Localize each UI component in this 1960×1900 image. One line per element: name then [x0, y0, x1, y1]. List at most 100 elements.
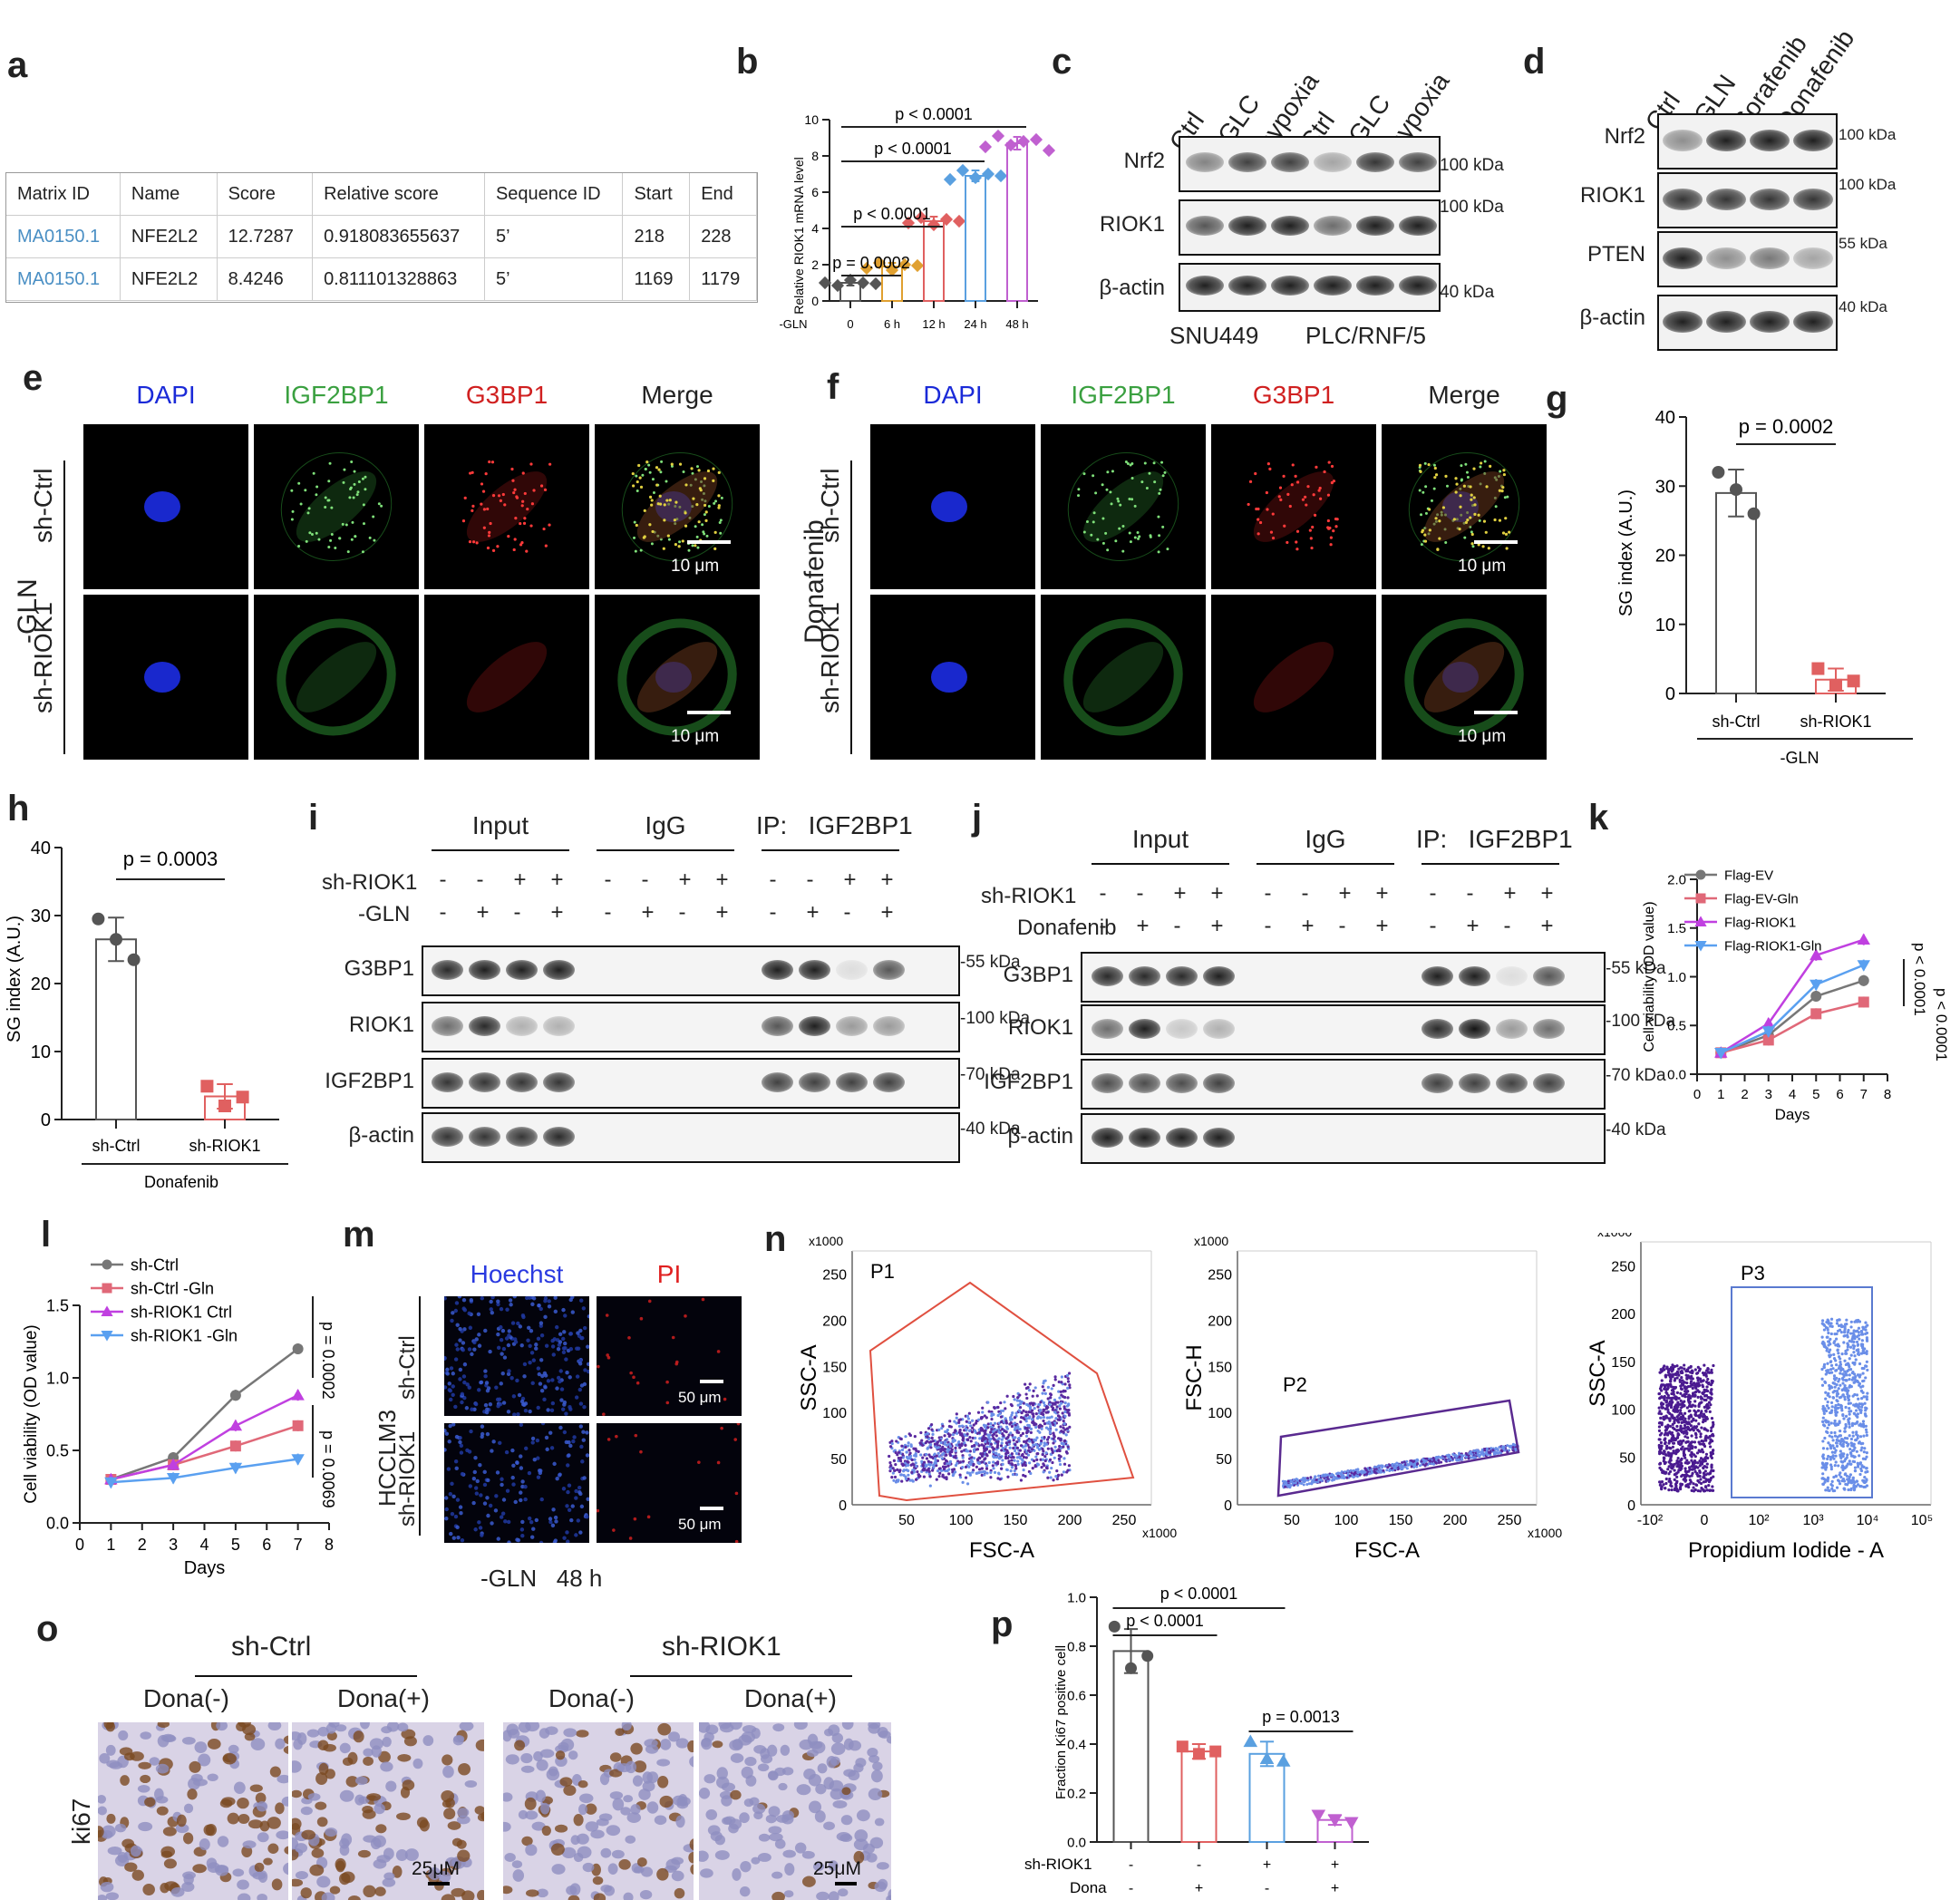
event-dot — [1015, 1446, 1020, 1449]
y-tick-label: 10 — [31, 1042, 51, 1062]
granule — [1105, 488, 1109, 491]
event-dot — [910, 1470, 914, 1474]
event-dot — [892, 1459, 896, 1462]
cell-dot — [536, 1336, 541, 1341]
series-line — [111, 1458, 298, 1484]
event-dot — [992, 1467, 995, 1470]
event-dot — [1029, 1430, 1033, 1434]
cell-dot — [519, 1498, 523, 1503]
event-dot — [1669, 1365, 1674, 1370]
event-dot — [1015, 1399, 1019, 1402]
cytoplasm-stain — [1082, 642, 1164, 712]
granule — [1465, 470, 1469, 474]
event-dot — [1058, 1418, 1062, 1421]
event-dot — [1025, 1396, 1029, 1401]
gate-label: P1 — [870, 1260, 895, 1283]
event-dot — [1691, 1370, 1694, 1373]
event-dot — [976, 1418, 981, 1421]
x-tick-label: 3 — [169, 1536, 178, 1554]
granule — [651, 529, 655, 534]
row-label: sh-Ctrl — [395, 1335, 420, 1400]
event-dot — [902, 1469, 906, 1473]
event-dot — [1694, 1410, 1698, 1414]
event-dot — [1709, 1391, 1713, 1395]
y-tick-label: 1.5 — [1667, 921, 1686, 936]
cytoplasm-stain — [636, 471, 718, 542]
event-dot — [956, 1461, 959, 1465]
granule — [372, 515, 375, 519]
event-dot — [1028, 1405, 1033, 1410]
granule — [643, 535, 646, 538]
event-dot — [1667, 1460, 1671, 1464]
event-dot — [1710, 1388, 1713, 1392]
event-dot — [1674, 1385, 1678, 1390]
event-dot — [1062, 1420, 1065, 1423]
cell-dot — [458, 1338, 462, 1343]
cell-dot — [519, 1527, 525, 1532]
event-dot — [985, 1464, 989, 1468]
granule — [487, 534, 491, 538]
protein-band — [1228, 216, 1266, 236]
protein-band — [506, 1127, 538, 1147]
data-point — [830, 278, 845, 293]
matrix-id-link[interactable]: MA0150.1 — [6, 257, 121, 301]
granule — [1455, 482, 1459, 486]
event-dot — [1834, 1359, 1838, 1362]
granule — [362, 503, 365, 507]
protein-band — [469, 960, 500, 980]
bar — [965, 175, 986, 302]
protein-band — [1663, 130, 1703, 151]
event-dot — [1679, 1399, 1683, 1402]
cell-dot — [561, 1350, 567, 1355]
event-dot — [1704, 1452, 1709, 1456]
event-dot — [968, 1473, 972, 1477]
event-dot — [1709, 1396, 1713, 1400]
event-dot — [1323, 1473, 1326, 1477]
granule — [491, 548, 496, 552]
granule — [717, 506, 721, 509]
granule — [641, 473, 645, 477]
granule — [1419, 470, 1422, 474]
granule — [1085, 519, 1089, 523]
blot-strip — [422, 945, 960, 996]
cell-dot — [486, 1513, 490, 1518]
event-dot — [1011, 1410, 1014, 1415]
condition-sign: - — [1099, 914, 1107, 938]
event-dot — [914, 1478, 918, 1481]
cell-dot — [547, 1299, 551, 1304]
x-tick-label: 0 — [75, 1536, 84, 1554]
event-dot — [961, 1456, 965, 1459]
event-dot — [1013, 1416, 1017, 1420]
protein-band — [1203, 1128, 1235, 1148]
granule — [1140, 480, 1144, 484]
group-underline — [597, 849, 734, 851]
cell-dot — [539, 1469, 543, 1473]
event-dot — [1708, 1371, 1712, 1374]
cell-dot — [577, 1387, 583, 1392]
event-dot — [1016, 1396, 1020, 1400]
event-dot — [1021, 1459, 1024, 1462]
event-dot — [1826, 1401, 1829, 1404]
granule — [317, 538, 321, 541]
granule — [1420, 543, 1423, 547]
event-dot — [1664, 1446, 1669, 1449]
granule — [1318, 486, 1322, 490]
panel-label-k: k — [1588, 798, 1609, 838]
event-dot — [1019, 1478, 1024, 1482]
cell-dot — [633, 1517, 637, 1521]
blot-row-label: G3BP1 — [1003, 963, 1073, 987]
motif-table-body: MA0150.1 NFE2L2 12.7287 0.918083655637 5’ 218… — [6, 215, 757, 301]
event-dot — [1304, 1477, 1307, 1480]
y-tick-label: 0.0 — [1667, 1067, 1686, 1082]
y-tick-label: 2.0 — [1667, 872, 1686, 887]
cell-dot — [472, 1407, 477, 1411]
cytoplasm-stain — [1423, 642, 1505, 712]
cell-dot — [559, 1398, 564, 1402]
event-dot — [898, 1458, 902, 1462]
event-dot — [970, 1419, 975, 1422]
event-dot — [1054, 1417, 1058, 1420]
y-tick-label: 8 — [811, 149, 819, 163]
motif-table: Matrix ID Name Score Relative score Sequence… — [6, 173, 757, 301]
cytoplasm-stain — [466, 642, 548, 712]
matrix-id-link[interactable]: MA0150.1 — [6, 215, 121, 258]
